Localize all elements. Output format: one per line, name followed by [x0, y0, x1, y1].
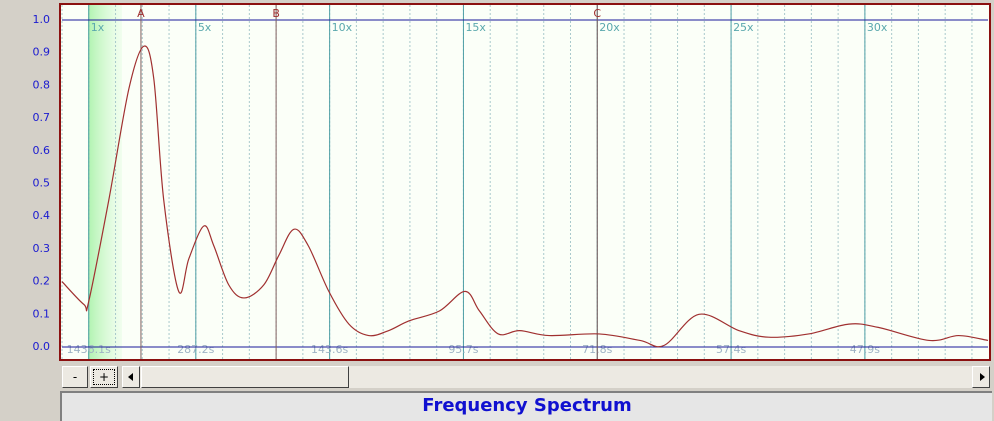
y-tick-label: 0.3	[33, 242, 51, 255]
y-tick-label: 0.5	[33, 177, 51, 190]
y-tick-label: 0.1	[33, 307, 51, 320]
x-tick-label: 10x	[332, 21, 353, 34]
x-tick-label: 15x	[465, 21, 486, 34]
y-tick-label: 1.0	[33, 13, 51, 26]
arrow-icon	[980, 373, 985, 381]
scroll-right-button[interactable]	[972, 366, 990, 388]
scroll-left-button[interactable]	[122, 366, 140, 388]
x2-tick-label: 57.4s	[716, 343, 746, 356]
x2-tick-label: 95.7s	[448, 343, 478, 356]
scroll-thumb[interactable]	[141, 366, 349, 388]
x-tick-label: 25x	[733, 21, 754, 34]
cursor-label: A	[137, 7, 145, 20]
y-tick-label: 0.0	[33, 340, 51, 353]
x2-tick-label: 47.9s	[850, 343, 880, 356]
y-tick-label: 0.8	[33, 78, 51, 91]
panel-title: Frequency Spectrum	[60, 391, 992, 421]
x-tick-label: 1x	[91, 21, 105, 34]
x2-tick-label: 143.6s	[311, 343, 348, 356]
cursor-label: C	[593, 7, 601, 20]
spectrum-line	[61, 45, 989, 348]
y-tick-label: 0.7	[33, 111, 51, 124]
x2-tick-label: 1436.1s	[67, 343, 111, 356]
scrollbar[interactable]	[122, 366, 990, 388]
y-tick-label: 0.6	[33, 144, 51, 157]
cursor-label: B	[272, 7, 280, 20]
x2-tick-label: 287.2s	[177, 343, 214, 356]
plot-area	[59, 3, 991, 361]
x-tick-label: 5x	[198, 21, 212, 34]
arrow-icon	[128, 373, 133, 381]
x-tick-label: 20x	[599, 21, 620, 34]
y-tick-label: 0.2	[33, 275, 51, 288]
y-tick-label: 0.4	[33, 209, 51, 222]
zoom-in-button[interactable]: +	[90, 366, 118, 388]
x-tick-label: 30x	[867, 21, 888, 34]
y-tick-label: 0.9	[33, 46, 51, 59]
zoom-out-button[interactable]: -	[62, 366, 88, 388]
band-highlight	[88, 5, 122, 359]
